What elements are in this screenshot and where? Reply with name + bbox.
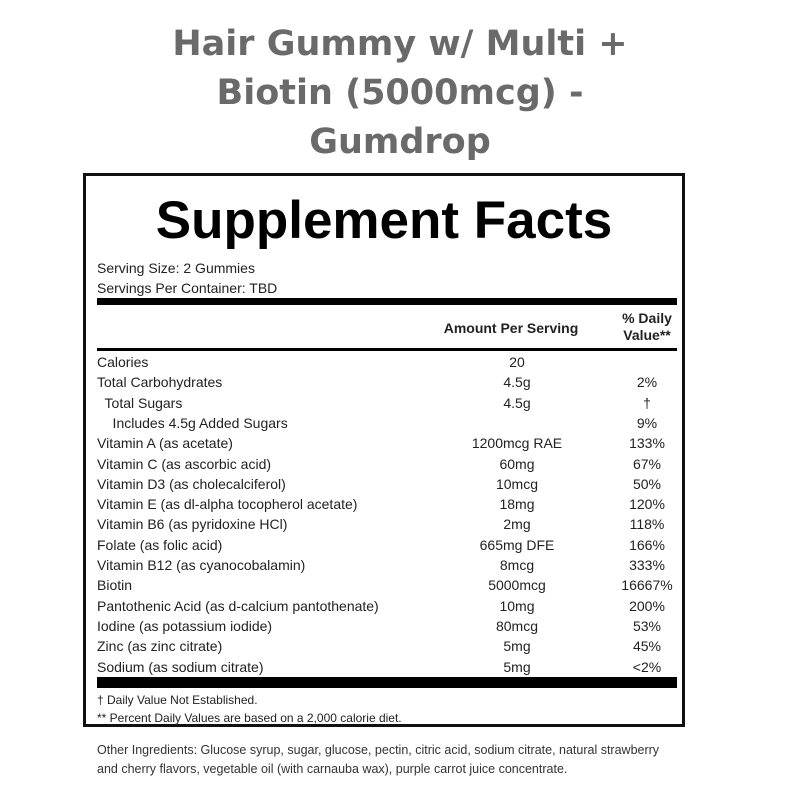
thick-divider bbox=[97, 677, 677, 688]
nutrient-amount: 5000mcg bbox=[488, 577, 546, 594]
divider bbox=[97, 348, 677, 351]
nutrient-name: Iodine (as potassium iodide) bbox=[97, 617, 273, 634]
nutrient-row: Vitamin A (as acetate) 1200mcg RAE 133% bbox=[97, 435, 677, 455]
nutrient-name: Vitamin B6 (as pyridoxine HCl) bbox=[97, 516, 288, 533]
nutrient-amount: 10mcg bbox=[495, 475, 539, 492]
nutrient-row: Vitamin D3 (as cholecalciferol) 10mcg 50% bbox=[97, 476, 677, 496]
nutrient-name: Total Sugars bbox=[97, 394, 183, 411]
nutrient-name: Total Carbohydrates bbox=[97, 374, 223, 391]
nutrient-row: Biotin 5000mcg 16667% bbox=[97, 577, 677, 597]
nutrient-name: Vitamin A (as acetate) bbox=[97, 435, 233, 452]
nutrient-name: Vitamin E (as dl-alpha tocopherol acetat… bbox=[97, 496, 358, 513]
nutrient-name: Zinc (as zinc citrate) bbox=[97, 638, 223, 655]
nutrient-row: Iodine (as potassium iodide) 80mcg 53% bbox=[97, 618, 677, 638]
nutrient-amount: 2mg bbox=[503, 516, 531, 533]
nutrient-amount: 4.5g bbox=[503, 374, 531, 391]
nutrient-daily-value: 45% bbox=[632, 638, 662, 655]
nutrient-daily-value: 9% bbox=[636, 414, 658, 431]
nutrient-name: Includes 4.5g Added Sugars bbox=[97, 414, 288, 431]
nutrient-daily-value: 333% bbox=[629, 557, 665, 573]
nutrient-amount: 20 bbox=[509, 354, 525, 370]
nutrient-name: Sodium (as sodium citrate) bbox=[97, 658, 264, 675]
nutrient-daily-value: 53% bbox=[632, 617, 662, 634]
dv-header-line: Value** bbox=[623, 327, 671, 343]
nutrient-daily-value: 67% bbox=[632, 455, 662, 472]
nutrient-name: Vitamin C (as ascorbic acid) bbox=[97, 455, 272, 472]
nutrient-row: Vitamin C (as ascorbic acid) 60mg 67% bbox=[97, 456, 677, 476]
nutrient-amount: 18mg bbox=[499, 496, 535, 513]
nutrient-row: Vitamin B12 (as cyanocobalamin) 8mcg 333% bbox=[97, 557, 677, 577]
nutrient-row: Vitamin E (as dl-alpha tocopherol acetat… bbox=[97, 496, 677, 516]
title-line: Biotin (5000mcg) - bbox=[216, 73, 584, 113]
supplement-facts-panel: Supplement Facts Serving Size: 2 Gummies… bbox=[83, 173, 685, 727]
nutrient-name: Calories bbox=[97, 354, 149, 370]
title-line: Hair Gummy w/ Multi + bbox=[172, 24, 628, 64]
nutrient-amount: 60mg bbox=[499, 455, 535, 472]
nutrient-row: Folate (as folic acid) 665mg DFE 166% bbox=[97, 537, 677, 557]
nutrient-daily-value: <2% bbox=[632, 658, 662, 675]
nutrient-row: Total Sugars 4.5g † bbox=[97, 395, 677, 415]
nutrient-row: Calories 20 bbox=[97, 354, 677, 374]
nutrient-name: Folate (as folic acid) bbox=[97, 536, 223, 553]
nutrient-row: Vitamin B6 (as pyridoxine HCl) 2mg 118% bbox=[97, 516, 677, 536]
amount-header: Amount Per Serving bbox=[443, 320, 579, 336]
product-title: Hair Gummy w/ Multi + Biotin (5000mcg) -… bbox=[0, 20, 800, 167]
footnote-percent: ** Percent Daily Values are based on a 2… bbox=[97, 711, 402, 725]
nutrient-amount: 1200mcg RAE bbox=[471, 435, 563, 452]
nutrient-amount: 5mg bbox=[503, 658, 531, 675]
nutrient-daily-value: 16667% bbox=[621, 577, 673, 594]
nutrient-daily-value: 118% bbox=[629, 516, 665, 533]
nutrient-daily-value: 200% bbox=[629, 597, 665, 614]
nutrient-daily-value: † bbox=[643, 394, 651, 411]
panel-heading: Supplement Facts bbox=[155, 191, 613, 250]
nutrient-daily-value: 166% bbox=[629, 536, 665, 553]
nutrient-amount: 80mcg bbox=[495, 617, 539, 634]
title-line: Gumdrop bbox=[309, 122, 491, 162]
nutrient-name: Biotin bbox=[97, 577, 133, 594]
nutrient-amount: 8mcg bbox=[499, 557, 535, 573]
nutrient-amount: 5mg bbox=[503, 638, 531, 655]
nutrient-daily-value: 50% bbox=[632, 475, 662, 492]
nutrient-daily-value: 120% bbox=[629, 496, 665, 513]
nutrient-name: Vitamin B12 (as cyanocobalamin) bbox=[97, 557, 306, 573]
nutrient-daily-value: 2% bbox=[636, 374, 658, 391]
serving-size: Serving Size: 2 Gummies bbox=[97, 260, 255, 276]
nutrient-amount: 665mg DFE bbox=[479, 536, 555, 553]
nutrient-row: Zinc (as zinc citrate) 5mg 45% bbox=[97, 638, 677, 658]
nutrient-row: Sodium (as sodium citrate) 5mg <2% bbox=[97, 659, 677, 679]
footnote-dagger: † Daily Value Not Established. bbox=[97, 693, 258, 707]
other-ingredients: Other Ingredients: Glucose syrup, sugar,… bbox=[97, 743, 660, 776]
nutrient-row: Includes 4.5g Added Sugars 9% bbox=[97, 415, 677, 435]
nutrient-row: Total Carbohydrates 4.5g 2% bbox=[97, 374, 677, 394]
nutrient-daily-value: 133% bbox=[629, 435, 665, 452]
nutrient-row: Pantothenic Acid (as d-calcium pantothen… bbox=[97, 598, 677, 618]
daily-value-header: % Daily Value** bbox=[597, 310, 697, 344]
nutrient-name: Pantothenic Acid (as d-calcium pantothen… bbox=[97, 597, 379, 614]
nutrient-name: Vitamin D3 (as cholecalciferol) bbox=[97, 475, 286, 492]
nutrient-amount: 4.5g bbox=[503, 394, 531, 411]
thick-divider bbox=[97, 298, 677, 305]
servings-per-container: Servings Per Container: TBD bbox=[97, 280, 278, 296]
nutrient-amount: 10mg bbox=[499, 597, 535, 614]
dv-header-line: % Daily bbox=[622, 310, 672, 326]
